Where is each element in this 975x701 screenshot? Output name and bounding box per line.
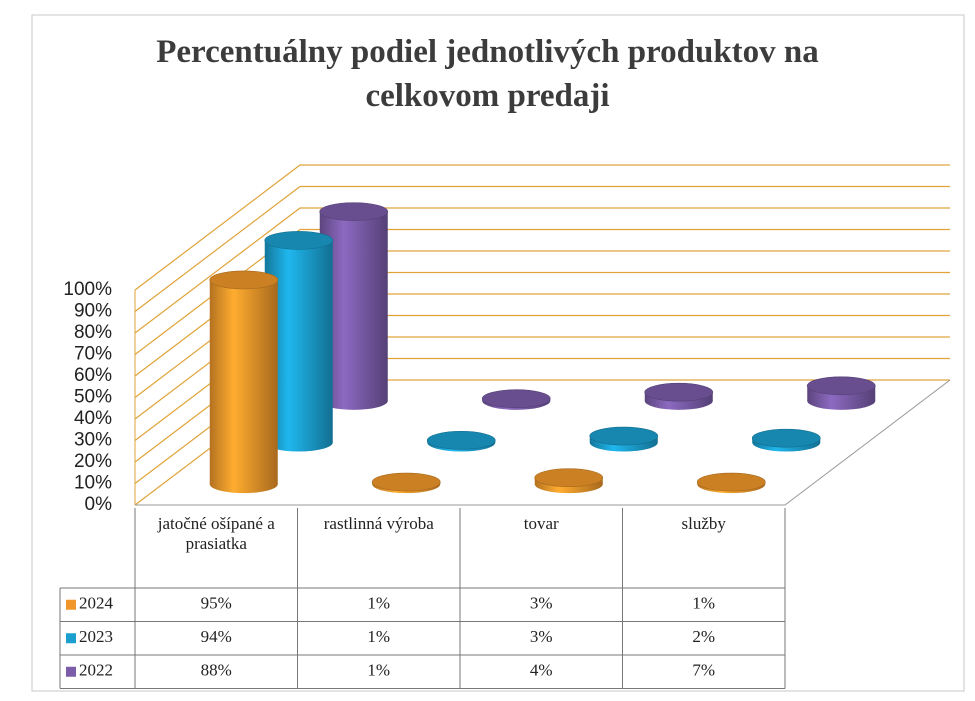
grid-line xyxy=(134,185,950,312)
data-label: 1% xyxy=(367,661,390,680)
cylinder-top xyxy=(696,472,766,492)
cylinder xyxy=(534,468,604,494)
cylinder-body xyxy=(209,279,278,485)
cylinder-top xyxy=(589,426,659,446)
cylinder-top xyxy=(481,389,551,408)
y-tick-label: 50% xyxy=(74,387,112,408)
data-label: 4% xyxy=(530,661,553,680)
y-tick-label: 0% xyxy=(85,494,113,515)
cylinder xyxy=(696,472,766,494)
data-label: 94% xyxy=(201,627,232,646)
data-label: 95% xyxy=(201,594,232,613)
cylinder xyxy=(371,472,441,494)
category-cell: rastlinná výroba xyxy=(323,514,434,533)
x-tick-label: jatočné ošípané a prasiatka xyxy=(157,514,275,553)
floor-edge xyxy=(135,379,951,506)
category-cell: tovar xyxy=(523,514,559,533)
cylinder-top xyxy=(264,231,334,250)
data-label: 1% xyxy=(367,627,390,646)
y-tick-label: 70% xyxy=(74,344,112,365)
cylinder-top xyxy=(371,472,441,492)
cylinder-top xyxy=(644,382,714,402)
data-label: 3% xyxy=(530,627,553,646)
y-tick-label: 10% xyxy=(74,473,112,494)
grid-line xyxy=(134,228,950,355)
cylinder xyxy=(589,426,659,452)
legend-label: 2022 xyxy=(79,661,113,680)
cylinder xyxy=(644,382,714,410)
y-tick-label: 20% xyxy=(74,451,112,472)
data-label: 2% xyxy=(692,627,715,646)
y-tick-label: 40% xyxy=(74,408,112,429)
data-label: 88% xyxy=(201,661,232,680)
grid-line xyxy=(134,207,950,334)
data-label: 1% xyxy=(367,594,390,613)
data-label: 7% xyxy=(692,661,715,680)
legend-label: 2023 xyxy=(79,627,113,646)
frame xyxy=(31,14,965,692)
y-tick-label: 60% xyxy=(74,365,112,386)
cylinder-top xyxy=(751,428,821,448)
y-tick-label: 30% xyxy=(74,430,112,451)
y-tick-label: 80% xyxy=(74,322,112,343)
cylinder-top xyxy=(209,270,279,290)
x-tick-label: rastlinná výroba xyxy=(323,514,434,533)
cylinder xyxy=(209,270,279,494)
y-tick-label: 100% xyxy=(63,279,112,300)
data-label: 1% xyxy=(692,594,715,613)
cylinder-top xyxy=(806,376,876,396)
cylinder xyxy=(751,428,821,452)
category-cell: služby xyxy=(681,514,726,533)
legend-swatch xyxy=(66,666,76,677)
chart-title: Percentuálny podiel jednotlivých produkt… xyxy=(156,34,819,114)
legend-swatch xyxy=(66,633,76,644)
cylinder-top xyxy=(534,468,604,488)
cylinder-top xyxy=(319,202,389,221)
grid-line xyxy=(134,164,950,291)
legend-label: 2024 xyxy=(79,594,114,613)
cylinder-top xyxy=(426,431,496,450)
category-cell: jatočné ošípané a prasiatka xyxy=(157,514,275,553)
cylinder xyxy=(481,389,551,410)
data-label: 3% xyxy=(530,594,553,613)
cylinder xyxy=(806,376,876,410)
x-tick-label: služby xyxy=(681,514,726,533)
cylinder xyxy=(426,431,496,452)
y-tick-label: 90% xyxy=(74,301,112,322)
legend-swatch xyxy=(66,599,76,610)
x-tick-label: tovar xyxy=(523,514,559,533)
